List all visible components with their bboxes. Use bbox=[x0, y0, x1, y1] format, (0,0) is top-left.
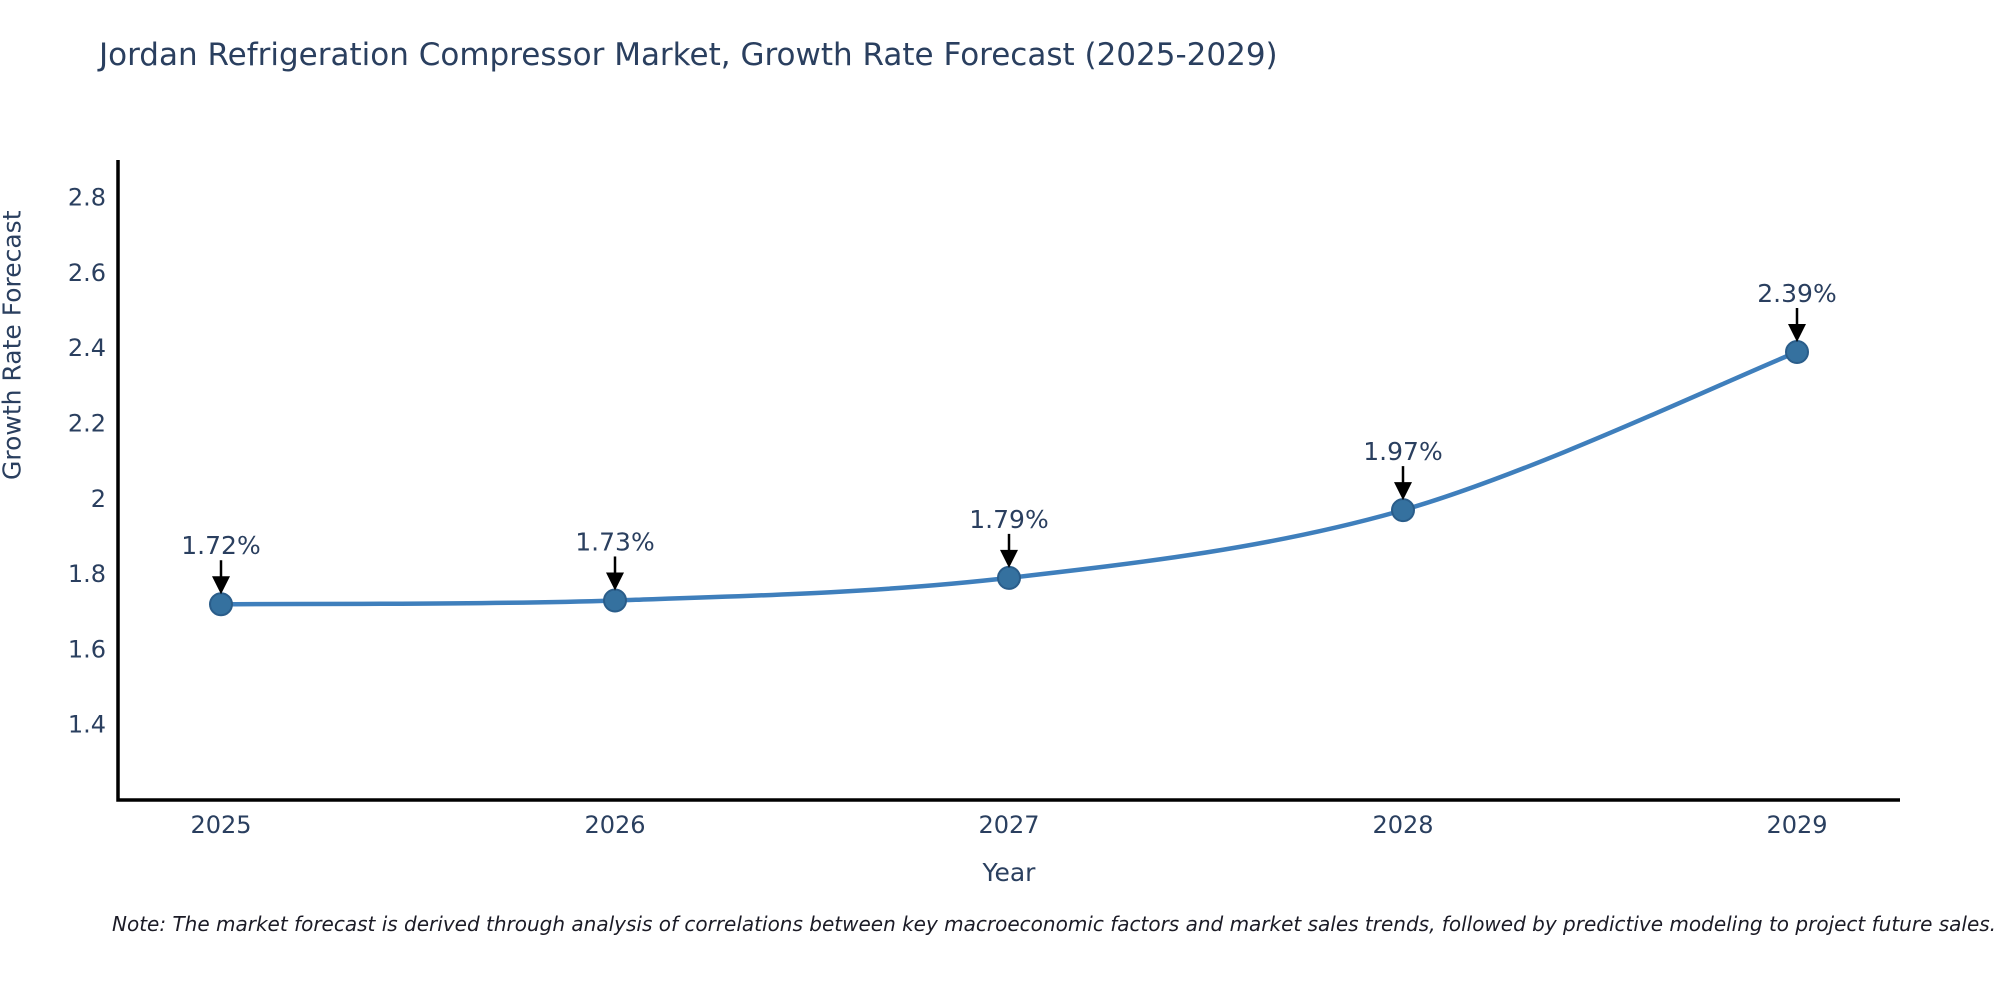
annotation-arrow-head bbox=[1000, 549, 1018, 568]
chart-title: Jordan Refrigeration Compressor Market, … bbox=[99, 37, 1278, 73]
data-point-marker bbox=[1391, 498, 1415, 523]
x-tick-label: 2027 bbox=[978, 811, 1039, 839]
y-tick-label: 1.4 bbox=[68, 711, 106, 739]
data-point-marker bbox=[603, 588, 627, 613]
x-tick-label: 2025 bbox=[190, 811, 251, 839]
annotation-arrow-head bbox=[606, 572, 624, 591]
annotation-arrow-head bbox=[1394, 482, 1412, 501]
y-tick-label: 2.6 bbox=[68, 259, 106, 287]
y-tick-label: 2.8 bbox=[68, 184, 106, 212]
x-tick-label: 2026 bbox=[584, 811, 645, 839]
point-annotation: 1.73% bbox=[575, 527, 654, 556]
data-point-marker bbox=[1785, 340, 1809, 364]
y-tick-label: 2 bbox=[91, 485, 106, 513]
x-tick-label: 2029 bbox=[1766, 811, 1827, 839]
data-point-marker bbox=[209, 592, 233, 617]
y-tick-label: 1.8 bbox=[68, 560, 106, 588]
axis-spines bbox=[116, 160, 1900, 802]
y-tick-label: 2.4 bbox=[68, 334, 106, 362]
y-tick-label: 2.2 bbox=[68, 410, 106, 438]
x-tick-label: 2028 bbox=[1372, 811, 1433, 839]
annotation-arrow-head bbox=[1788, 324, 1806, 342]
annotation-arrow-head bbox=[212, 576, 230, 595]
y-tick-label: 1.6 bbox=[68, 635, 106, 663]
footnote: Note: The market forecast is derived thr… bbox=[112, 912, 1997, 936]
point-annotation: 1.97% bbox=[1363, 437, 1442, 466]
data-point-marker bbox=[997, 565, 1021, 590]
point-annotation: 1.79% bbox=[969, 505, 1048, 534]
point-annotation: 2.39% bbox=[1757, 279, 1836, 308]
x-axis-title: Year bbox=[982, 858, 1036, 887]
point-annotation: 1.72% bbox=[181, 531, 260, 560]
